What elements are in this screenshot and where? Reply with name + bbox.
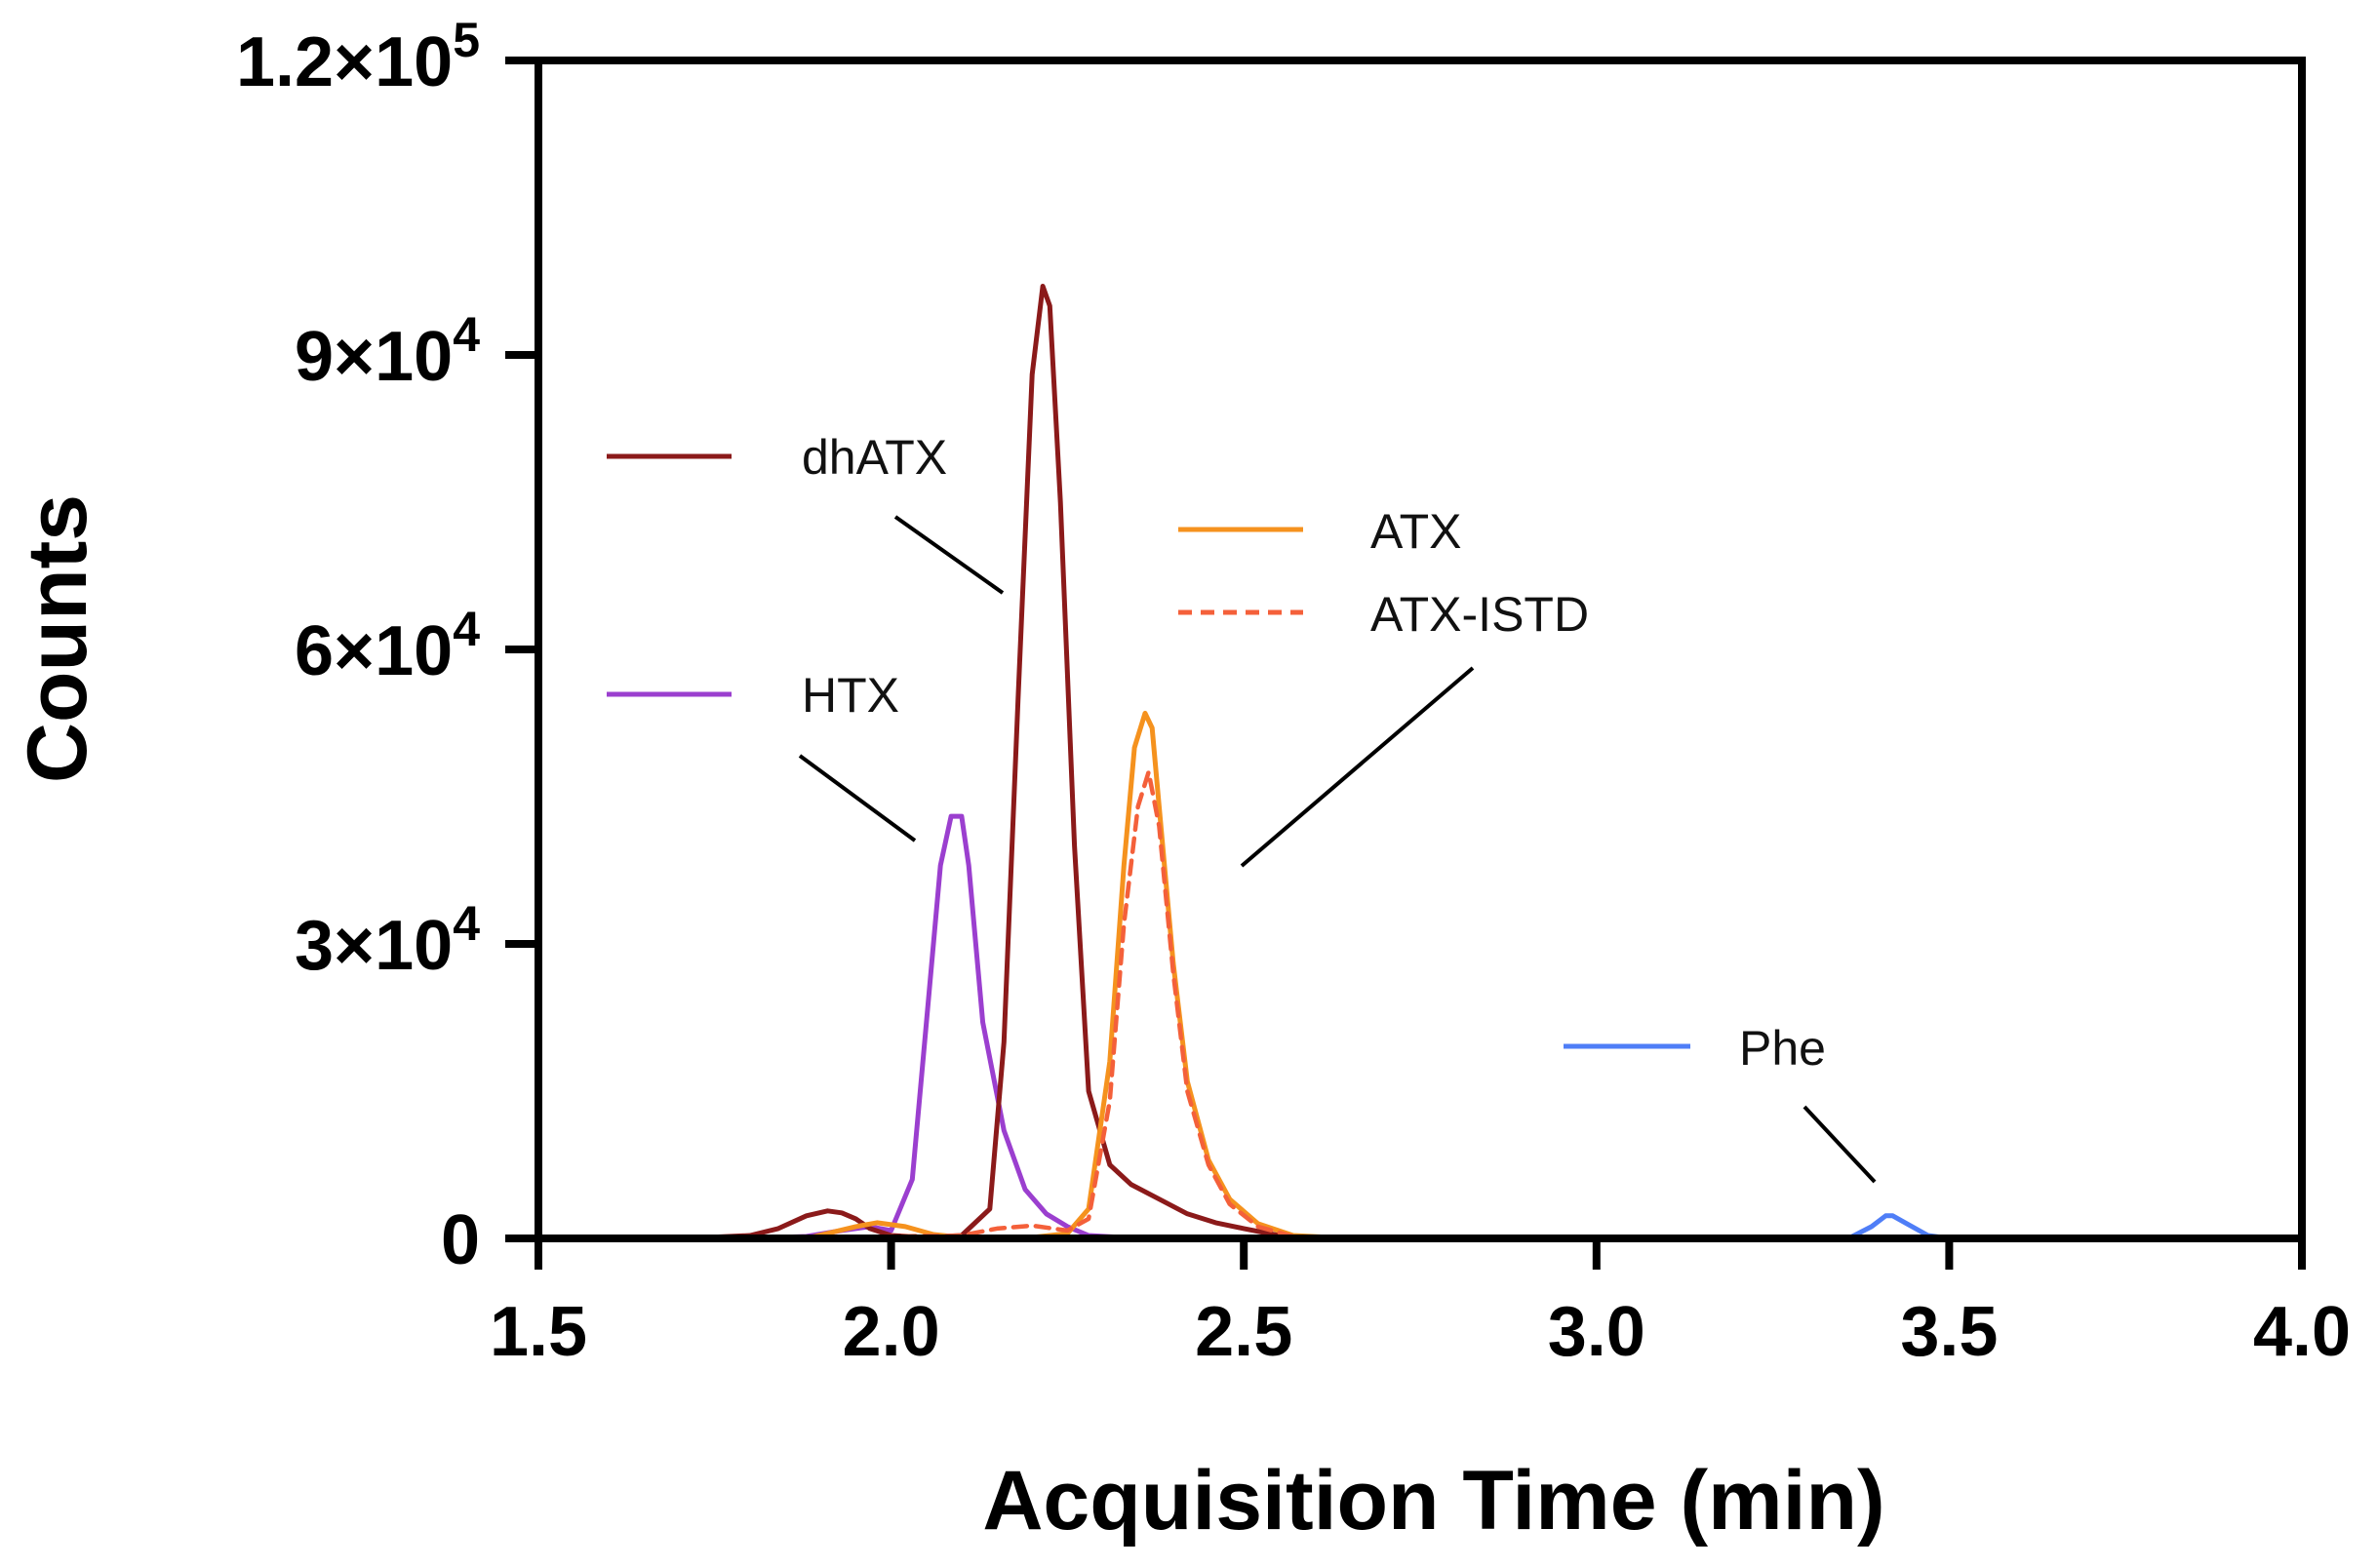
legend-label-atx: ATX	[1370, 504, 1462, 559]
ticks-layer: 1.5 2.0 2.5 3.0 3.5 4.0 0 3×104 6×104 9×104 1.2×10…	[236, 13, 2351, 1371]
legend-label-dhatx: dhATX	[802, 430, 947, 485]
x-tick-label: 1.5	[490, 1293, 587, 1371]
annotation-leader-dhatx	[893, 515, 1005, 595]
axes-layer	[535, 57, 2306, 1242]
annotation-leader-htx	[798, 754, 917, 843]
series-line-atx-istd	[832, 769, 1352, 1241]
x-axis-title: Acquisition Time (min)	[982, 1454, 1884, 1548]
annotation-leader-atx-istd	[1240, 666, 1475, 868]
legend-layer: dhATX HTX ATX ATX-ISTD Phe	[607, 430, 1877, 1184]
legend-label-phe: Phe	[1739, 1021, 1826, 1076]
annotation-leader-phe	[1803, 1105, 1877, 1184]
x-tick-label: 4.0	[2253, 1293, 2351, 1371]
x-tick-label: 2.0	[843, 1293, 940, 1371]
y-tick-label: 6×104	[295, 602, 480, 690]
series-line-dhatx	[684, 284, 1458, 1241]
plot-frame	[535, 57, 2306, 1242]
x-tick-label: 2.5	[1195, 1293, 1292, 1371]
legend-label-atx-istd: ATX-ISTD	[1370, 587, 1589, 642]
y-tick-label: 9×104	[295, 307, 480, 396]
y-axis-title: Counts	[11, 494, 104, 783]
y-tick-label: 3×104	[295, 896, 480, 985]
x-tick-label: 3.0	[1548, 1293, 1645, 1371]
y-tick-label: 0	[441, 1201, 480, 1279]
y-tick-label: 1.2×105	[236, 13, 480, 101]
x-tick-label: 3.5	[1900, 1293, 1998, 1371]
series-layer	[599, 284, 2305, 1241]
legend-label-htx: HTX	[802, 668, 899, 723]
series-line-atx	[804, 710, 1501, 1241]
titles-layer: Acquisition Time (min) Counts	[11, 494, 1885, 1548]
